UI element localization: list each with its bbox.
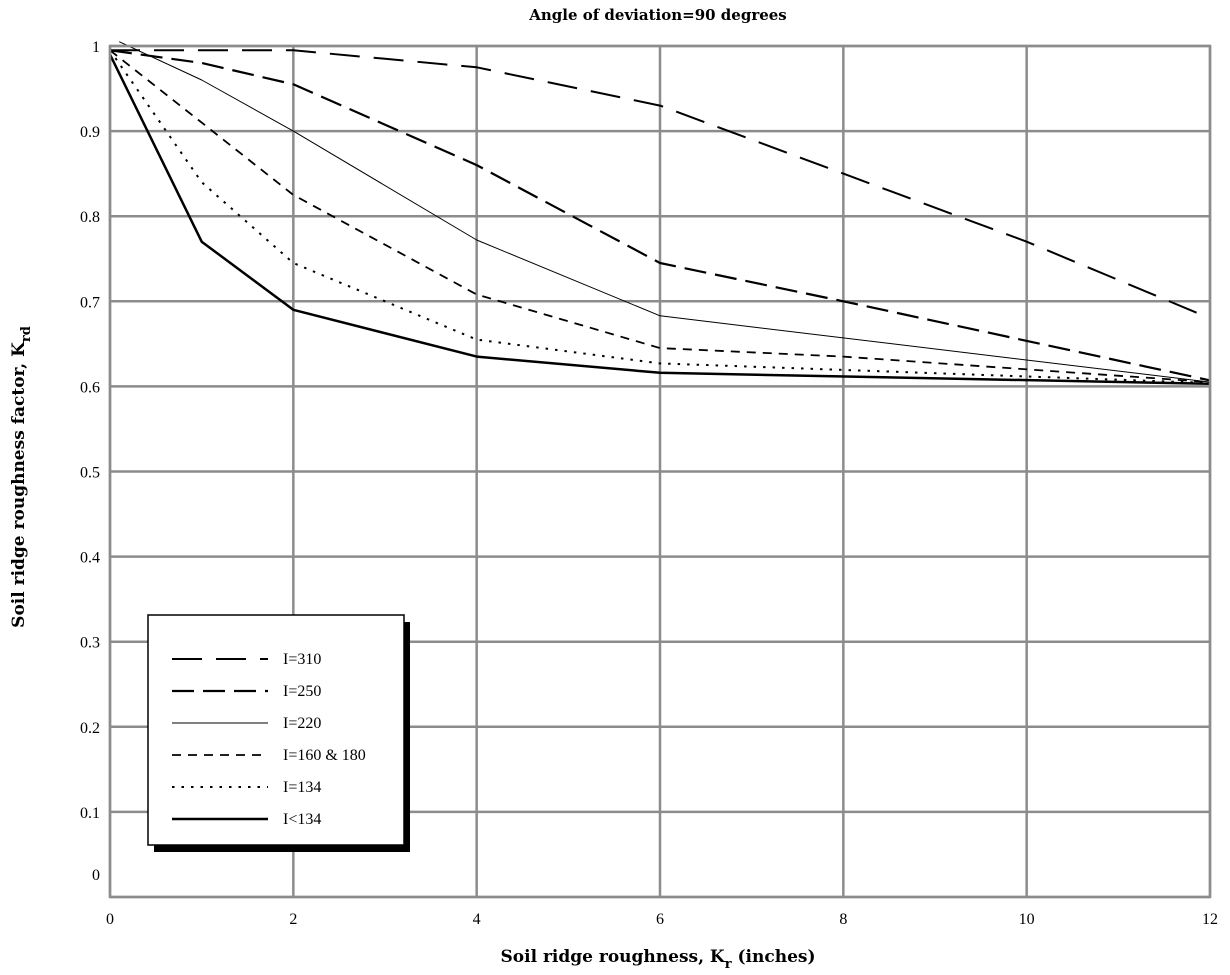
x-tick-label: 4 bbox=[473, 911, 481, 928]
tick-labels: 0 2 4 6 8 10 12 0 0.1 0.2 0.3 0.4 0.5 0.6 0.7 0.8 0.9 1 bbox=[80, 39, 1218, 928]
x-axis-label: Soil ridge roughness, Kr (inches) bbox=[501, 947, 816, 972]
y-tick-label: 0.6 bbox=[80, 379, 100, 396]
y-axis-label: Soil ridge roughness factor, Krd bbox=[9, 326, 34, 628]
y-tick-label: 1 bbox=[92, 39, 100, 56]
plot-frame bbox=[108, 44, 1212, 899]
series-line-i-134 bbox=[108, 53, 1211, 386]
x-tick-label: 12 bbox=[1202, 911, 1218, 928]
legend-label: I=220 bbox=[283, 715, 321, 732]
legend-box bbox=[147, 614, 405, 846]
legend-label: I=160 & 180 bbox=[283, 747, 366, 764]
series-line-i-220 bbox=[118, 41, 1211, 383]
y-axis-label-sub: rd bbox=[19, 326, 34, 342]
x-axis-label-main: Soil ridge roughness, K bbox=[501, 947, 726, 967]
y-tick-label: 0.8 bbox=[80, 209, 100, 226]
y-tick-label: 0.1 bbox=[80, 805, 100, 822]
y-tick-label: 0.7 bbox=[80, 294, 100, 311]
series-line-i-250 bbox=[109, 49, 1211, 382]
x-axis-label-sub: r bbox=[725, 957, 732, 972]
y-tick-label: 0.4 bbox=[80, 550, 100, 567]
x-axis-label-tail: (inches) bbox=[732, 947, 816, 967]
series-lines bbox=[108, 41, 1211, 386]
legend-items: I=310 I=250 I=220 I=160 & 180 I=134 I<134 bbox=[172, 651, 366, 828]
x-tick-label: 6 bbox=[656, 911, 664, 928]
series-line-i-310 bbox=[110, 49, 1211, 320]
legend-label: I<134 bbox=[283, 811, 321, 828]
y-tick-label: 0.9 bbox=[80, 124, 100, 141]
legend: I=310 I=250 I=220 I=160 & 180 I=134 I<134 bbox=[147, 614, 410, 852]
series-line-i-160-180 bbox=[109, 49, 1211, 383]
y-axis-label-main: Soil ridge roughness factor, K bbox=[9, 341, 29, 628]
legend-label: I=250 bbox=[283, 683, 321, 700]
chart-title: Angle of deviation=90 degrees bbox=[528, 6, 787, 24]
y-tick-label: 0.2 bbox=[80, 720, 100, 737]
x-tick-label: 10 bbox=[1019, 911, 1035, 928]
series-line-i-134 bbox=[109, 49, 1211, 384]
y-tick-label: 0.5 bbox=[80, 465, 100, 482]
y-tick-label: 0 bbox=[92, 867, 100, 884]
legend-label: I=134 bbox=[283, 779, 321, 796]
x-tick-label: 0 bbox=[106, 911, 114, 928]
y-tick-label: 0.3 bbox=[80, 635, 100, 652]
x-tick-label: 2 bbox=[289, 911, 297, 928]
legend-label: I=310 bbox=[283, 651, 321, 668]
x-tick-label: 8 bbox=[839, 911, 847, 928]
